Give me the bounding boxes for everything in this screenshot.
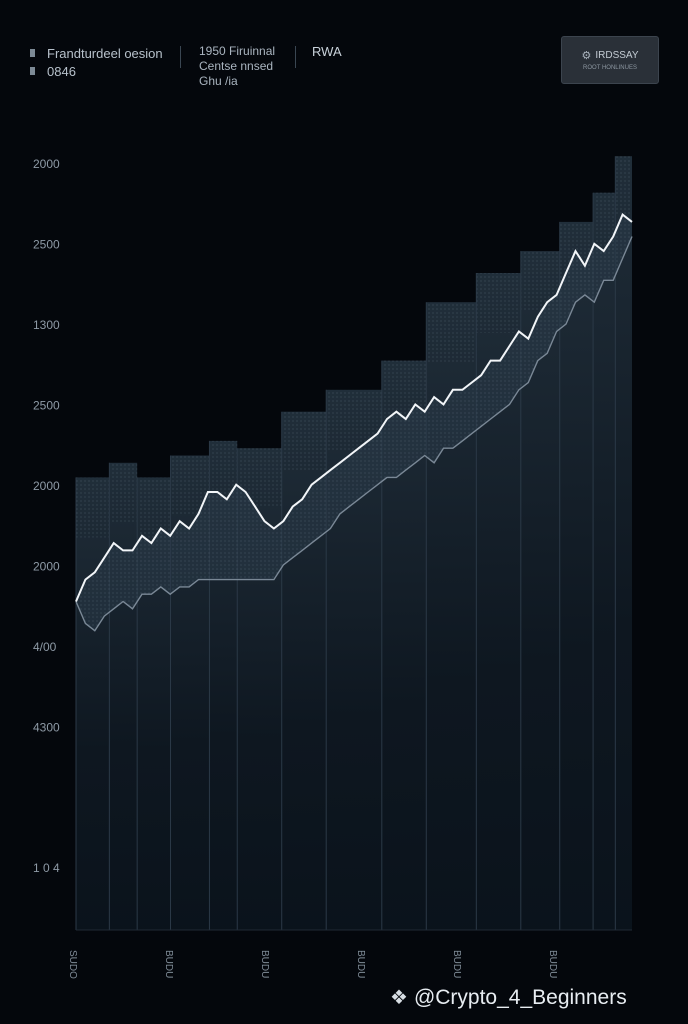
background-block-texture-10 (476, 273, 521, 333)
x-tick-label-3: BUDU (355, 950, 366, 978)
chart-header: Frandturdeel oesion 0846 1950 Firuinnal … (0, 0, 688, 110)
y-tick-label-5: 2000 (33, 560, 60, 574)
header-info-line-2: Centse nnsed (199, 59, 274, 73)
x-tick-label-5: BUDU (547, 950, 558, 978)
header-info-line-3: Ghu /ia (199, 74, 238, 88)
header-divider-left (180, 46, 181, 68)
y-tick-label-1: 2500 (33, 238, 60, 252)
background-block-0 (76, 477, 110, 930)
y-tick-label-6: 4/00 (33, 640, 57, 654)
header-info-block: 1950 Firuinnal Centse nnsed Ghu /ia (199, 44, 275, 89)
settings-icon: ⚙ (581, 50, 592, 62)
x-tick-label-2: BUDU (259, 950, 270, 978)
legend-row-primary: Frandturdeel oesion (30, 44, 163, 62)
background-block-texture-1 (109, 462, 138, 523)
y-tick-label-3: 2500 (33, 399, 60, 413)
legend-title: Frandturdeel oesion (47, 45, 163, 61)
background-block-texture-13 (593, 192, 616, 253)
y-tick-label-0: 2000 (33, 157, 60, 171)
button-label-row: ⚙ IRDSSAY (581, 49, 638, 62)
background-block-12 (559, 221, 594, 930)
background-block-texture-0 (76, 477, 110, 538)
y-tick-label-7: 4300 (33, 721, 60, 735)
button-label: IRDSSAY (595, 50, 639, 61)
legend-subtitle: 0846 (47, 63, 76, 79)
watermark-text: @Crypto_4_Beginners (413, 985, 627, 1009)
button-sublabel: ROOT HONLINUES (583, 65, 637, 71)
y-tick-label-4: 2000 (33, 479, 60, 493)
watermark: ❖ @Crypto_4_Beginners (390, 985, 627, 1010)
background-block-1 (109, 462, 138, 930)
series-line-upper (75, 213, 633, 602)
header-action-button[interactable]: ⚙ IRDSSAY ROOT HONLINUES (561, 36, 659, 84)
binance-logo-icon: ❖ (390, 987, 408, 1009)
series-band-texture (76, 214, 632, 631)
header-divider-right (295, 46, 296, 68)
background-block-texture-14 (615, 156, 632, 217)
legend: Frandturdeel oesion 0846 (30, 44, 163, 80)
header-info-line-1: 1950 Firuinnal (199, 44, 276, 58)
background-block-14 (615, 156, 632, 930)
x-tick-label-4: BUDU (451, 950, 462, 978)
background-block-texture-6 (281, 411, 327, 472)
y-tick-label-2: 1300 (33, 318, 60, 332)
background-block-texture-9 (426, 302, 477, 363)
legend-swatch-secondary (30, 67, 35, 75)
legend-swatch-primary (30, 49, 35, 57)
background-block-13 (593, 192, 616, 930)
series-line-lower (75, 236, 633, 632)
x-tick-label-0: SUDO (67, 950, 78, 979)
legend-row-secondary: 0846 (30, 62, 163, 80)
rwa-label: RWA (312, 44, 342, 59)
y-tick-label-8: 1 0 4 (33, 861, 60, 875)
x-tick-label-1: BUDU (163, 950, 174, 978)
background-block-texture-2 (137, 477, 171, 538)
